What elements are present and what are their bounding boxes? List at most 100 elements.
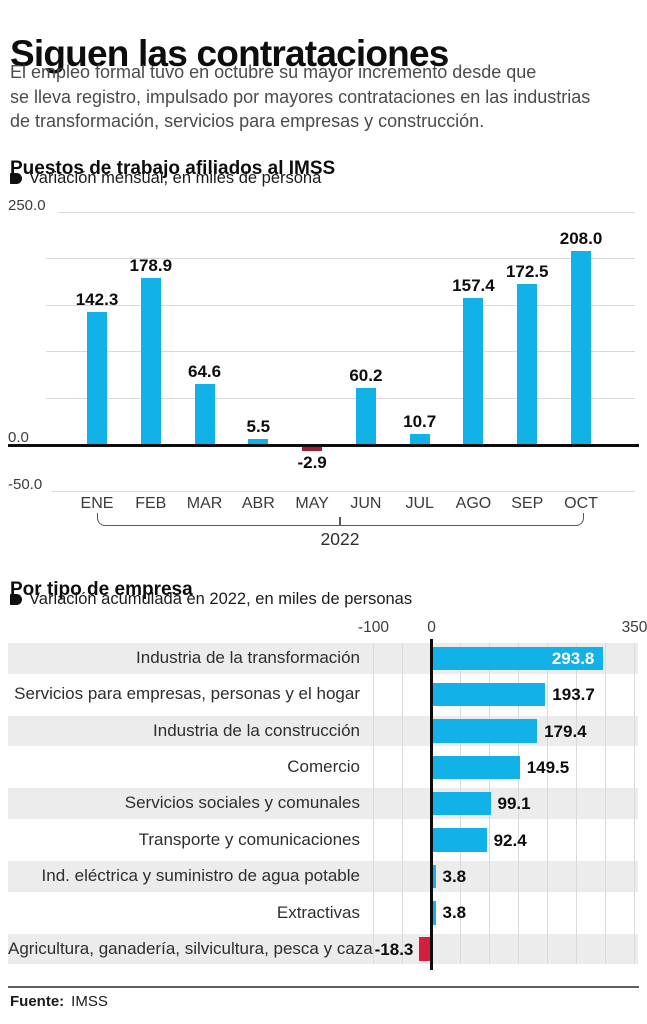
bar-value-label: 208.0	[559, 228, 603, 248]
bar-value-label: 179.4	[544, 721, 587, 741]
bar-value-label: 92.4	[493, 830, 527, 850]
month-label: MAR	[186, 495, 223, 512]
monthly-bar-chart: 250.0 0.0 -50.0 142.3 ENE 178.9 FEB 64.6 MAR 5.5 A…	[0, 196, 647, 558]
chart2-legend-label: Variación acumulada en 2022, en miles de…	[29, 590, 413, 608]
month-label: OCT	[564, 495, 598, 512]
x-axis-line	[8, 444, 639, 447]
row-background	[8, 861, 638, 892]
bar-value-label: -18.3	[374, 939, 414, 959]
chart2-legend: Variación acumulada en 2022, en miles de…	[10, 590, 412, 609]
chart1-legend: Variación mensual, en miles de persona	[10, 169, 321, 188]
category-label: Servicios para empresas, personas y el h…	[14, 684, 360, 704]
intro-line: de transformación, servicios para empres…	[10, 111, 485, 131]
category-label: Industria de la construcción	[153, 720, 360, 740]
bar-value-label: 149.5	[526, 758, 570, 778]
month-label: FEB	[135, 495, 167, 512]
bar-value-label: 99.1	[497, 794, 531, 814]
y-axis-tick-label: -50.0	[8, 475, 43, 493]
category-label: Transporte y comunicaciones	[138, 829, 360, 849]
gridline	[46, 397, 635, 399]
bar-value-label: 157.4	[452, 275, 495, 295]
gridline	[373, 643, 374, 965]
y-axis-tick-label: 250.0	[8, 196, 46, 214]
year-bracket-tick	[339, 517, 341, 525]
row-background	[8, 788, 638, 819]
year-bracket	[97, 513, 584, 526]
intro-text: El empleo formal tuvo en octubre su mayo…	[10, 60, 645, 134]
footer-divider	[8, 986, 639, 988]
bar	[140, 277, 161, 444]
bar	[433, 828, 487, 852]
x-axis-tick-label: -100	[357, 619, 390, 636]
source-note: Fuente: IMSS	[10, 993, 108, 1010]
bar	[87, 311, 107, 444]
intro-line: El empleo formal tuvo en octubre su mayo…	[10, 62, 537, 82]
year-label: 2022	[320, 529, 360, 549]
bar	[248, 438, 269, 444]
month-label: ABR	[241, 495, 275, 512]
y-axis-tick-label: 0.0	[8, 429, 29, 446]
source-value: IMSS	[71, 993, 108, 1010]
gridline	[58, 211, 635, 213]
gridline	[46, 258, 635, 259]
bar-value-label: 10.7	[403, 412, 437, 431]
category-label: Ind. eléctrica y suministro de agua pota…	[41, 866, 360, 886]
category-label: Servicios sociales y comunales	[124, 793, 360, 813]
zero-axis-line	[430, 639, 433, 971]
month-label: JUN	[350, 495, 382, 512]
bar-value-label: 64.6	[188, 361, 222, 381]
legend-marker-icon	[10, 594, 22, 605]
bar	[433, 901, 436, 925]
x-axis-tick-label: 0	[427, 619, 436, 636]
month-label: JUL	[405, 495, 434, 512]
category-label: Industria de la transformación	[136, 648, 360, 667]
intro-line: se lleva registro, impulsado por mayores…	[10, 86, 591, 107]
legend-marker-icon	[10, 173, 22, 184]
chart1-title: Puestos de trabajo afiliados al IMSS	[10, 157, 336, 179]
chart2-title: Por tipo de empresa	[10, 578, 193, 600]
bar-value-label: -2.9	[297, 453, 327, 472]
bar	[433, 864, 436, 889]
bar-value-label: 60.2	[349, 366, 383, 385]
gridline	[46, 304, 635, 306]
month-label: SEP	[511, 495, 544, 512]
gridline	[547, 643, 548, 965]
bar-value-label: 3.8	[442, 903, 467, 923]
bar-value-label: 3.8	[442, 867, 467, 887]
bar	[355, 388, 376, 444]
category-label: Comercio	[287, 757, 360, 777]
bar	[194, 383, 215, 444]
gridline	[52, 490, 635, 492]
gridline	[46, 351, 635, 352]
bar-value-label: 142.3	[75, 289, 119, 309]
bar-value-label: 193.7	[552, 685, 595, 705]
bar	[517, 283, 538, 444]
source-label: Fuente:	[10, 993, 65, 1010]
gridline	[634, 643, 635, 965]
category-label: Agricultura, ganadería, silvicultura, pe…	[8, 938, 373, 958]
page-title: Siguen las contrataciones	[10, 32, 449, 74]
gridline	[605, 643, 606, 965]
bar	[433, 682, 546, 707]
bar-value-label: 172.5	[505, 261, 549, 281]
bar	[571, 250, 592, 444]
category-label: Extractivas	[276, 902, 360, 922]
x-axis-tick-label: 350	[621, 619, 647, 636]
month-label: AGO	[455, 495, 492, 512]
month-label: ENE	[80, 495, 114, 512]
gridline	[518, 643, 519, 965]
month-label: MAY	[295, 495, 329, 512]
bar	[409, 434, 430, 444]
sector-bar-chart: -100 0 350 Industria de la transformación Se…	[0, 618, 647, 976]
row-background	[8, 933, 638, 965]
bar	[419, 937, 430, 961]
gridline	[576, 643, 577, 965]
bar-value-label: 293.8	[551, 649, 595, 668]
bar	[463, 297, 484, 444]
bar	[302, 447, 323, 451]
bar	[433, 646, 604, 670]
bar	[433, 719, 538, 743]
gridline	[402, 643, 403, 965]
bar-value-label: 5.5	[246, 416, 271, 436]
